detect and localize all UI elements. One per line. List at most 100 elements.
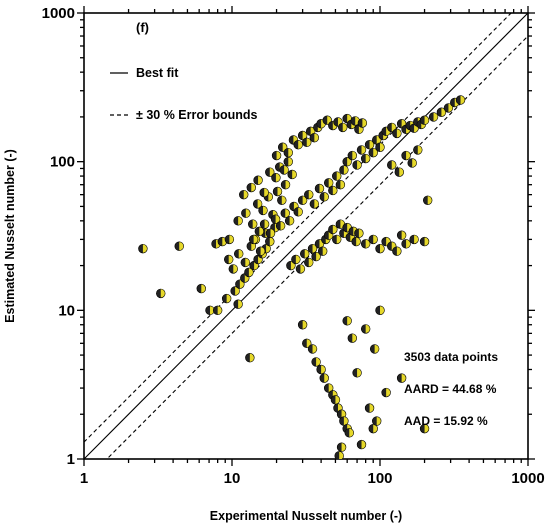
tick-labels: 1 10 100 1000 1 10 100 1000 [42,5,545,487]
data-point [375,142,385,152]
y-tick-label: 100 [50,154,75,171]
data-point [300,249,310,259]
aard-value: AARD = 44.68 % [404,382,497,396]
data-point [407,158,417,168]
data-point [328,224,338,235]
legend-label-best-fit: Best fit [136,66,179,80]
data-point [356,145,367,155]
data-point [254,226,265,237]
data-point [375,243,385,254]
data-point [364,403,375,413]
data-point [364,140,375,150]
data-point [309,132,320,143]
data-point [244,267,254,278]
data-point [392,246,402,256]
data-point [265,167,275,177]
data-point [156,288,166,299]
data-point [323,178,334,188]
data-point [291,254,301,265]
data-point [401,150,411,161]
data-point [224,254,234,265]
data-point [335,179,346,190]
data-point [332,171,342,181]
x-tick-label: 1000 [511,470,544,487]
data-point [275,221,286,231]
data-point [352,160,362,170]
data-point [297,320,308,330]
panel-label: (f) [136,20,149,35]
data-point [375,305,385,316]
data-point [342,316,352,326]
data-point [347,333,358,343]
data-point [387,122,397,133]
data-point [277,195,287,205]
data-point [272,186,283,197]
data-point [265,236,275,247]
stats-annotation: 3503 data points AARD = 44.68 % AAD = 15… [404,350,498,428]
data-point [252,199,263,209]
data-point [258,205,268,216]
data-point [336,442,347,452]
data-point [240,257,251,268]
data-point [280,208,290,218]
data-point [392,128,402,139]
data-point [271,173,281,183]
data-point [309,199,320,209]
data-point [138,243,148,254]
data-point [270,214,281,224]
best-fit-line [84,13,528,459]
x-tick-label: 10 [224,470,241,487]
data-point [330,395,341,405]
data-point [396,373,407,383]
data-point [241,208,251,218]
reference-lines [84,13,528,459]
data-point [422,195,433,205]
data-point [246,182,256,193]
data-point [279,165,289,175]
data-point [248,219,258,229]
data-point [287,169,297,180]
data-point [360,324,371,334]
data-point [369,344,380,354]
data-point [372,135,382,145]
y-tick-label: 1 [67,451,75,468]
data-point [347,150,358,161]
data-point [205,305,215,316]
data-point [248,234,259,245]
data-point [295,264,306,274]
data-point [316,364,326,375]
data-point [351,236,361,247]
data-point [265,228,276,238]
data-point [419,115,430,125]
data-point [230,286,240,296]
data-point [174,241,184,251]
data-point [328,185,338,196]
data-point [196,283,206,294]
data-point [357,118,368,128]
data-point [352,368,362,378]
data-point [253,175,263,185]
data-point [419,236,430,247]
data-point [307,243,318,254]
data-point [233,216,243,226]
data-point [224,234,235,245]
x-tick-label: 100 [367,470,392,487]
data-point [394,167,404,177]
data-point [317,246,328,256]
data-point [338,122,348,133]
data-point [235,279,245,289]
y-tick-label: 1000 [42,5,75,22]
data-point [335,219,346,229]
data-point [443,103,454,113]
legend: Best fit ± 30 % Error bounds [110,66,258,122]
legend-label-error-bounds: ± 30 % Error bounds [136,108,258,122]
data-point [239,189,249,200]
data-point [280,179,291,190]
data-point [255,246,266,256]
axis-ticks [77,6,535,466]
data-point [212,305,223,316]
data-point [428,112,439,122]
data-point [339,165,349,175]
data-point [360,239,371,249]
